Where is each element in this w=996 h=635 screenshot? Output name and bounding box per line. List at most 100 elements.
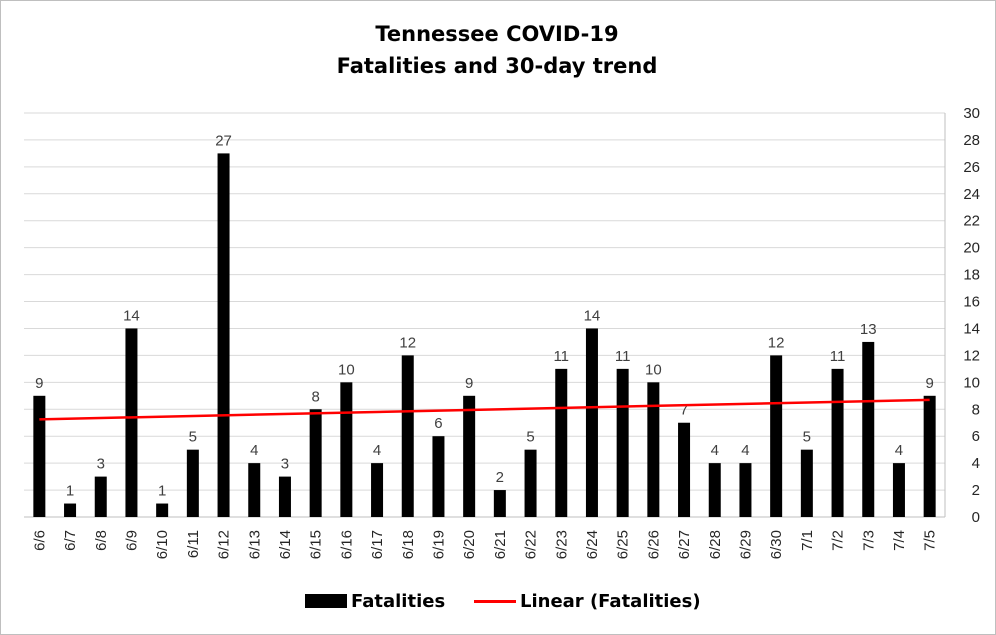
legend-swatch-bar <box>305 594 347 608</box>
legend-item-trendline: Linear (Fatalities) <box>474 588 701 614</box>
data-label: 1 <box>158 483 166 500</box>
y-tick-label: 20 <box>963 240 980 257</box>
x-tick-label: 6/27 <box>676 530 693 559</box>
x-tick-label: 6/18 <box>400 530 417 559</box>
gridlines <box>24 112 946 518</box>
data-label: 4 <box>895 442 903 459</box>
x-tick-label: 6/29 <box>737 530 754 559</box>
bar <box>248 463 261 517</box>
legend-item-fatalities: Fatalities <box>305 588 445 614</box>
legend-label-fatalities: Fatalities <box>351 590 446 612</box>
bar <box>708 463 721 517</box>
x-tick-label: 7/1 <box>799 530 816 551</box>
chart-title: Tennessee COVID-19 Fatalities and 30-day… <box>0 18 994 82</box>
data-label: 3 <box>281 456 289 473</box>
x-tick-label: 6/15 <box>308 530 325 559</box>
y-tick-label: 10 <box>963 374 980 391</box>
x-tick-label: 7/5 <box>922 530 939 551</box>
x-tick-label: 6/13 <box>246 530 263 559</box>
data-label: 9 <box>35 375 43 392</box>
bar <box>401 355 414 517</box>
bar <box>371 463 384 517</box>
bar <box>125 328 138 517</box>
chart-title-line2: Fatalities and 30-day trend <box>336 54 658 78</box>
y-tick-label: 0 <box>972 509 980 526</box>
bar <box>94 476 107 517</box>
y-tick-label: 26 <box>963 159 980 176</box>
data-label: 7 <box>680 402 688 419</box>
data-label: 27 <box>215 132 232 149</box>
data-label: 11 <box>615 348 631 365</box>
bar <box>770 355 783 517</box>
bar <box>217 153 230 517</box>
x-tick-label: 6/23 <box>553 530 570 559</box>
data-label: 4 <box>250 442 258 459</box>
x-tick-label: 6/25 <box>615 530 632 559</box>
x-tick-label: 6/22 <box>523 530 540 559</box>
data-label: 5 <box>189 429 197 446</box>
data-label: 4 <box>373 442 381 459</box>
bar <box>555 368 568 517</box>
data-label: 12 <box>768 334 785 351</box>
y-tick-label: 30 <box>963 105 980 122</box>
bar <box>186 449 199 517</box>
x-tick-label: 6/10 <box>154 530 171 559</box>
bars <box>33 153 936 517</box>
data-label: 2 <box>496 469 504 486</box>
x-tick-label: 6/14 <box>277 530 294 559</box>
bar <box>463 395 476 517</box>
y-tick-label: 6 <box>972 428 980 445</box>
x-tick-label: 6/17 <box>369 530 386 559</box>
y-tick-label: 8 <box>972 401 980 418</box>
data-label: 13 <box>860 321 877 338</box>
bar <box>739 463 752 517</box>
data-label: 8 <box>311 388 319 405</box>
trendline-group <box>39 398 930 421</box>
data-label: 3 <box>97 456 105 473</box>
data-label: 4 <box>711 442 719 459</box>
x-tick-label: 6/9 <box>123 530 140 551</box>
x-tick-label: 6/16 <box>338 530 355 559</box>
bar <box>585 328 598 517</box>
data-label: 12 <box>399 334 416 351</box>
x-tick-label: 6/21 <box>492 530 509 559</box>
data-label: 14 <box>123 307 140 324</box>
data-label: 4 <box>741 442 749 459</box>
bar <box>493 490 506 517</box>
y-tick-label: 14 <box>963 320 980 337</box>
x-tick-label: 6/20 <box>461 530 478 559</box>
data-label: 9 <box>465 375 473 392</box>
y-tick-label: 12 <box>963 347 980 364</box>
x-tick-label: 6/24 <box>584 530 601 559</box>
bar <box>156 503 169 517</box>
y-tick-label: 28 <box>963 132 980 149</box>
data-label: 1 <box>66 483 74 500</box>
y-tick-label: 24 <box>963 186 980 203</box>
bar <box>524 449 537 517</box>
x-tick-label: 6/19 <box>430 530 447 559</box>
data-label: 10 <box>645 361 662 378</box>
bar <box>831 368 844 517</box>
y-tick-label: 16 <box>963 294 980 311</box>
data-label: 5 <box>803 429 811 446</box>
bar <box>647 382 660 517</box>
bar <box>33 395 46 517</box>
bar <box>892 463 905 517</box>
bar <box>309 409 322 517</box>
legend: Fatalities Linear (Fatalities) <box>0 588 994 614</box>
data-label: 5 <box>526 429 534 446</box>
trendline <box>39 398 930 421</box>
legend-label-trendline: Linear (Fatalities) <box>520 590 701 612</box>
x-tick-label: 7/3 <box>860 530 877 551</box>
x-tick-label: 6/26 <box>645 530 662 559</box>
bar <box>340 382 353 517</box>
data-label: 6 <box>434 415 442 432</box>
bar <box>678 422 691 517</box>
bar <box>800 449 813 517</box>
bar <box>64 503 77 517</box>
legend-swatch-line <box>474 599 516 603</box>
